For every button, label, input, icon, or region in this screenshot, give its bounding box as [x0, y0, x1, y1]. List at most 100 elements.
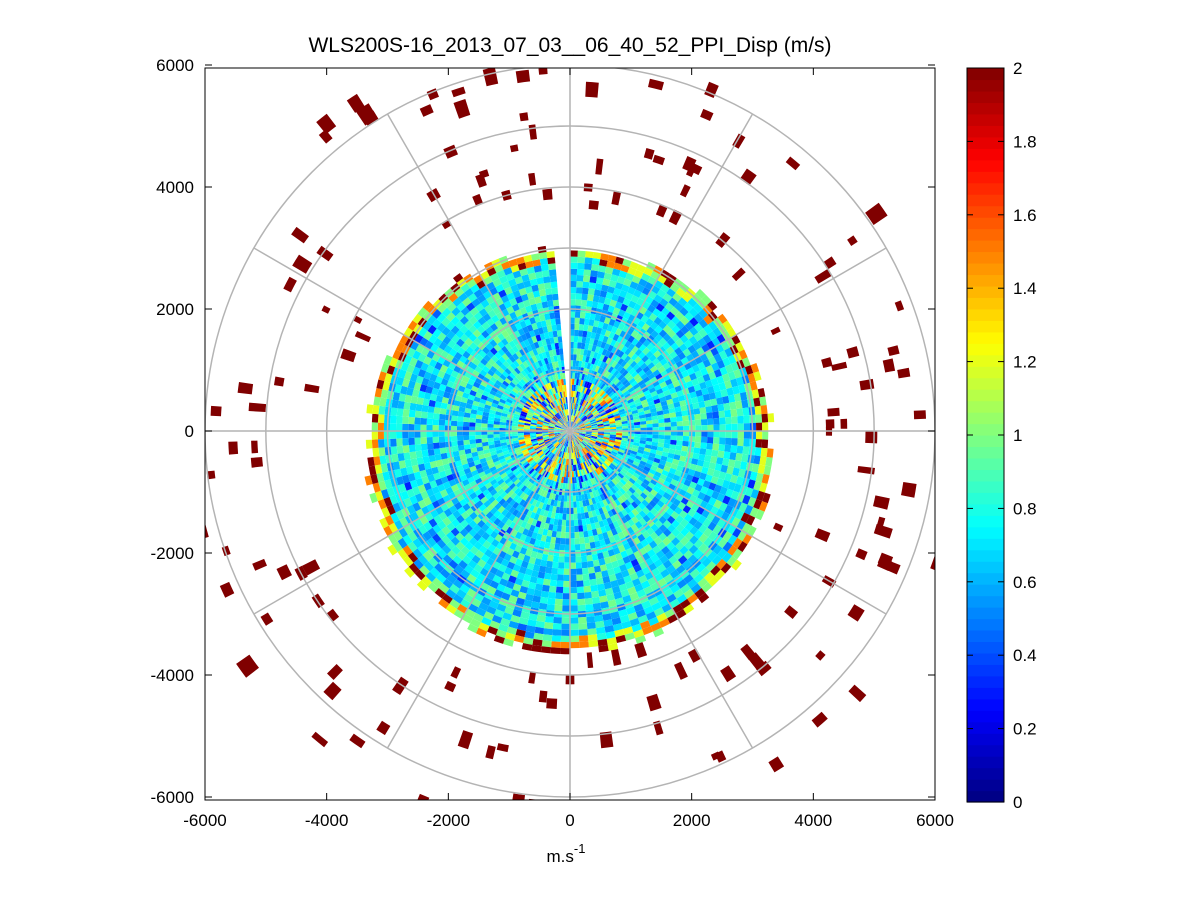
data-gate: [548, 263, 556, 271]
data-gate: [595, 460, 602, 467]
data-gate: [576, 268, 585, 276]
data-gate: [508, 575, 517, 584]
data-gate: [525, 286, 533, 294]
data-gate: [454, 460, 463, 467]
data-gate: [639, 472, 647, 479]
data-gate: [600, 526, 607, 534]
data-gate: [540, 559, 548, 567]
data-gate: [658, 438, 665, 444]
data-gate: [593, 470, 599, 477]
data-gate: [708, 321, 718, 331]
data-gate: [590, 421, 597, 425]
data-gate: [692, 341, 702, 351]
data-gate: [508, 513, 516, 522]
data-gate: [631, 578, 641, 587]
data-gate: [376, 472, 385, 483]
data-gate: [759, 456, 767, 466]
outer-gate: [887, 561, 901, 575]
data-gate: [547, 511, 553, 518]
data-gate: [610, 368, 617, 375]
data-gate: [436, 539, 447, 549]
data-gate: [607, 286, 615, 294]
data-gate: [391, 453, 399, 463]
data-gate: [429, 480, 438, 489]
data-gate: [437, 370, 446, 379]
data-gate: [432, 318, 442, 329]
data-gate: [379, 397, 387, 407]
outer-gate: [700, 108, 714, 121]
data-gate: [620, 589, 630, 598]
data-gate: [509, 499, 516, 507]
data-gate: [384, 479, 393, 489]
data-gate: [566, 495, 570, 502]
data-gate: [627, 612, 638, 621]
data-gate: [580, 386, 584, 393]
data-gate: [532, 444, 540, 448]
data-gate: [469, 431, 476, 436]
data-gate: [513, 376, 521, 384]
data-gate: [453, 273, 464, 283]
data-gate: [577, 519, 583, 526]
data-gate: [577, 421, 583, 426]
data-gate: [563, 464, 566, 471]
colorbar-segment: [967, 366, 1004, 379]
data-gate: [650, 321, 659, 331]
outer-gate: [784, 605, 799, 619]
data-gate: [579, 543, 586, 551]
data-gate: [517, 623, 528, 632]
data-gate: [610, 339, 617, 347]
data-gate: [553, 518, 559, 526]
data-gate: [597, 321, 604, 329]
data-gate: [459, 528, 469, 538]
data-gate: [585, 517, 591, 525]
data-gate: [454, 351, 463, 361]
data-gate: [408, 416, 415, 425]
data-gate: [398, 369, 407, 379]
data-gate: [526, 489, 533, 496]
data-gate: [605, 468, 612, 475]
data-gate: [691, 489, 701, 498]
data-gate: [417, 307, 428, 318]
data-gate: [633, 439, 640, 444]
data-gate: [730, 490, 740, 501]
data-gate: [505, 496, 513, 504]
data-gate: [658, 515, 667, 525]
data-gate: [522, 450, 529, 456]
data-gate: [537, 450, 543, 456]
data-gate: [743, 415, 750, 424]
data-gate: [594, 314, 601, 322]
data-gate: [543, 421, 550, 425]
data-gate: [414, 569, 426, 581]
outer-gate: [538, 68, 548, 75]
data-gate: [533, 632, 544, 641]
data-gate: [576, 437, 582, 443]
data-gate: [610, 404, 617, 410]
data-gate: [548, 523, 554, 531]
data-gate: [608, 535, 616, 544]
data-gate: [722, 458, 730, 467]
data-gate: [616, 433, 623, 436]
data-gate: [509, 482, 516, 490]
data-gate: [572, 446, 574, 453]
data-gate: [586, 492, 592, 500]
data-gate: [725, 437, 732, 446]
data-gate: [548, 432, 555, 434]
outer-gate: [770, 326, 781, 336]
data-gate: [387, 544, 398, 556]
data-gate: [689, 372, 697, 381]
data-gate: [542, 428, 549, 430]
data-gate: [644, 413, 652, 418]
data-gate: [555, 434, 562, 438]
data-gate: [578, 392, 583, 399]
data-gate: [597, 422, 604, 425]
data-gate: [602, 462, 609, 469]
data-gate: [464, 320, 473, 330]
data-gate: [609, 434, 617, 438]
colorbar-segment: [967, 331, 1004, 344]
data-gate: [492, 373, 500, 380]
data-gate: [548, 429, 555, 431]
data-gate: [536, 277, 544, 285]
data-gate: [596, 353, 602, 360]
outer-gate: [755, 660, 772, 677]
data-gate: [392, 541, 403, 553]
